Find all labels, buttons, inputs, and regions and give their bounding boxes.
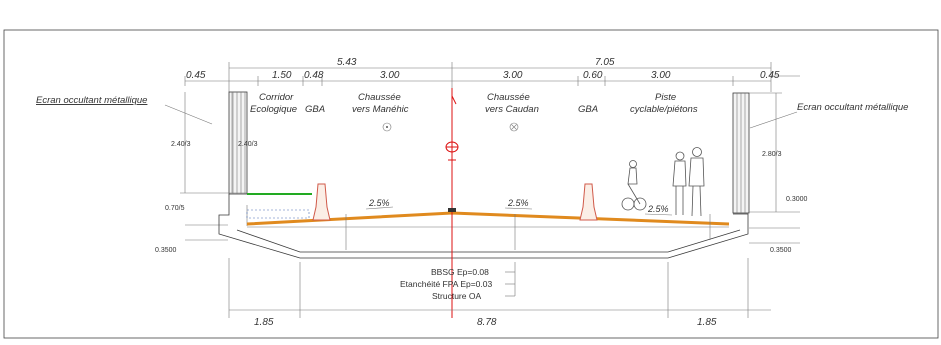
dim-seg-4: 3.00 xyxy=(380,70,400,81)
dim-seg-6: 0.60 xyxy=(583,70,603,81)
dim-bottom-left: 1.85 xyxy=(254,317,274,328)
height-left-step: 0.70/5 xyxy=(165,205,185,212)
label-screen-left: Ecran occultant métallique xyxy=(36,95,147,106)
label-corridor: Corridor xyxy=(259,92,294,103)
deck-outline xyxy=(218,194,749,259)
lamp-post-icon xyxy=(445,95,459,161)
height-right-step: 0.3000 xyxy=(786,196,808,203)
dim-overall-right: 7.05 xyxy=(595,57,615,68)
label-chaussee-right-dir: vers Caudan xyxy=(485,104,539,115)
label-piste-desc: cyclable/piétons xyxy=(630,104,698,115)
corridor-drain xyxy=(246,209,310,219)
slope-left: 2.5% xyxy=(368,198,390,208)
dim-seg-1: 0.45 xyxy=(186,70,206,81)
top-dimension-lines xyxy=(184,62,800,92)
label-chaussee-left: Chaussée xyxy=(358,92,401,103)
dim-seg-5: 3.00 xyxy=(503,70,523,81)
dim-seg-3: 0.48 xyxy=(304,70,324,81)
gba-barrier-left xyxy=(312,183,331,221)
layer-etancheite: Etanchéité FPA Ep=0.03 xyxy=(400,279,492,289)
dim-overall-left: 5.43 xyxy=(337,57,357,68)
direction-dot xyxy=(386,126,388,128)
bottom-dimension-lines xyxy=(228,258,771,318)
median-drain xyxy=(448,208,456,212)
slope-right: 2.5% xyxy=(647,204,669,214)
left-screen xyxy=(228,91,248,195)
direction-symbol-left xyxy=(382,122,392,132)
pedestrian-icon-2 xyxy=(688,147,705,217)
layer-structure: Structure OA xyxy=(432,291,481,301)
label-gba-left: GBA xyxy=(305,104,325,115)
height-left-outer: 2.40/3 xyxy=(171,141,191,148)
cyclist-icon xyxy=(621,160,647,211)
height-right: 2.80/3 xyxy=(762,151,782,158)
sheet-border xyxy=(3,29,939,339)
slope-right-arrow xyxy=(644,213,673,216)
slope-center: 2.5% xyxy=(507,198,529,208)
layer-legend: BBSG Ep=0.08 Etanchéité FPA Ep=0.03 Stru… xyxy=(400,262,516,301)
slope-left-arrow xyxy=(365,206,394,210)
slope-center-arrow xyxy=(504,207,533,210)
deck-inner-line xyxy=(236,229,741,253)
label-chaussee-left-dir: vers Manéhic xyxy=(352,104,409,115)
label-piste: Piste xyxy=(655,92,676,103)
dim-seg-8: 0.45 xyxy=(760,70,780,81)
label-screen-right: Ecran occultant métallique xyxy=(797,102,908,113)
dim-seg-7: 3.00 xyxy=(651,70,671,81)
height-right-bottom: 0.3500 xyxy=(770,247,792,254)
gba-barrier-right xyxy=(579,183,598,221)
label-chaussee-right: Chaussée xyxy=(487,92,530,103)
leader-screen-left xyxy=(164,104,213,125)
label-ecologique: Ecologique xyxy=(250,104,297,115)
height-left-bottom: 0.3500 xyxy=(155,247,177,254)
dim-bottom-right: 1.85 xyxy=(697,317,717,328)
layer-bbsg: BBSG Ep=0.08 xyxy=(431,267,489,277)
pedestrian-icon-1 xyxy=(672,151,687,215)
right-screen xyxy=(732,92,750,214)
height-left-inner: 2.40/3 xyxy=(238,141,258,148)
dim-seg-2: 1.50 xyxy=(272,70,292,81)
dim-bottom-center: 8.78 xyxy=(477,317,497,328)
leader-screen-right xyxy=(749,111,798,129)
direction-symbol-right xyxy=(509,122,519,132)
label-gba-right: GBA xyxy=(578,104,598,115)
